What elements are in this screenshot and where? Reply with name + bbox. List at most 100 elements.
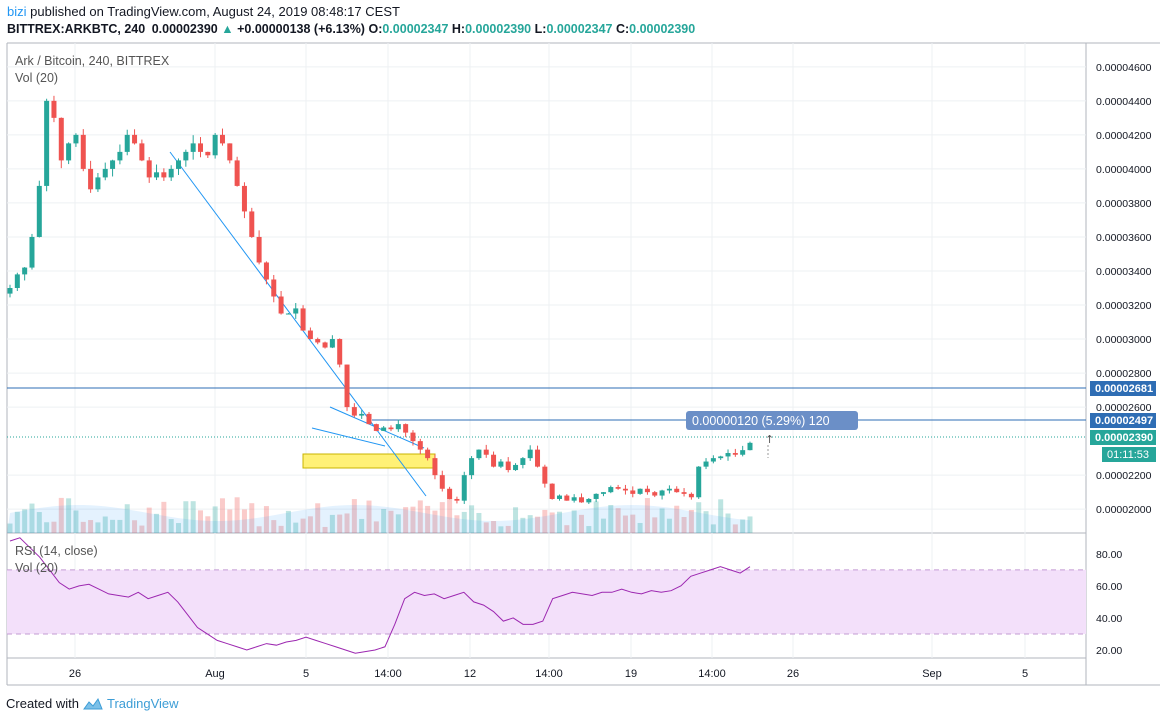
- volume-bar: [293, 522, 299, 533]
- candle-body: [315, 339, 321, 343]
- volume-bar: [132, 520, 138, 533]
- candle-body: [212, 134, 218, 156]
- candle-body: [29, 236, 35, 268]
- candle-body: [461, 475, 467, 501]
- volume-bar: [7, 523, 13, 533]
- candle-body: [146, 160, 152, 178]
- candle-body: [476, 449, 482, 459]
- volume-bar: [615, 508, 621, 533]
- volume-bar: [381, 508, 387, 533]
- candle-body: [80, 134, 86, 169]
- trend-line-lower[interactable]: [311, 427, 386, 447]
- candle-body: [425, 449, 431, 459]
- candle-body: [256, 236, 262, 263]
- price-tick-label: 0.00003000: [1096, 334, 1152, 346]
- time-tick-label: Sep: [922, 668, 942, 680]
- price-axis[interactable]: 0.00004600 0.00004400 0.00004200 0.00004000…: [1096, 62, 1152, 516]
- volume-bar: [571, 510, 577, 533]
- candle-body: [219, 134, 225, 144]
- candle-body: [666, 488, 672, 491]
- candle-body: [710, 458, 716, 462]
- candle-body: [410, 432, 416, 442]
- candle-body: [483, 449, 489, 455]
- candle-body: [564, 495, 570, 501]
- author-name[interactable]: bizi: [7, 4, 27, 19]
- volume-bar: [51, 521, 57, 533]
- main-pane-title: Ark / Bitcoin, 240, BITTREX: [15, 54, 170, 68]
- highlight-zone[interactable]: [302, 453, 436, 469]
- volume-bar: [110, 519, 116, 533]
- volume-bar: [88, 520, 94, 533]
- candle-body: [718, 456, 724, 459]
- time-axis[interactable]: 26 Aug 5 14:00 12 14:00 19 14:00 26 Sep 5: [69, 668, 1028, 680]
- candle-body: [329, 339, 335, 348]
- candle-body: [7, 288, 13, 294]
- candle-body: [622, 488, 628, 491]
- volume-bar: [271, 520, 277, 533]
- low-label: L:: [534, 22, 547, 36]
- candle-body: [469, 458, 475, 476]
- candle-body: [227, 143, 233, 161]
- volume-bar: [447, 497, 453, 533]
- volume-bar: [718, 499, 724, 533]
- candle-body: [249, 211, 255, 237]
- volume-bar: [256, 526, 262, 533]
- volume-bar: [351, 499, 357, 533]
- volume-bar: [373, 521, 379, 533]
- candle-body: [139, 143, 145, 161]
- rsi-axis[interactable]: 80.00 60.00 40.00 20.00: [1096, 549, 1122, 657]
- tradingview-brand[interactable]: TradingView: [106, 696, 179, 711]
- candle-body: [271, 279, 277, 297]
- volume-bar: [395, 514, 401, 533]
- candle-body: [241, 185, 247, 212]
- countdown-text: 01:11:53: [1107, 449, 1149, 461]
- volume-bar: [197, 510, 203, 533]
- trend-line-main[interactable]: [169, 151, 427, 497]
- arrow-marker-icon: ↑: [765, 433, 774, 446]
- price-badge-2: [1090, 413, 1156, 428]
- candle-body: [351, 407, 357, 416]
- volume-bar: [688, 509, 694, 533]
- candle-body: [637, 488, 643, 494]
- candle-body: [22, 267, 28, 275]
- candle-body: [322, 342, 328, 348]
- created-with-text: Created with: [6, 696, 79, 711]
- main-pane[interactable]: [7, 43, 1086, 533]
- volume-bar: [44, 522, 50, 533]
- volume-bar: [139, 525, 145, 533]
- candle-body: [571, 497, 577, 501]
- volume-bar: [241, 509, 247, 533]
- time-tick-label: 5: [1022, 668, 1028, 680]
- current-price-badge: [1090, 430, 1156, 445]
- current-price-text: 0.00002390: [1095, 432, 1153, 444]
- candle-body: [190, 143, 196, 152]
- volume-bar: [622, 515, 628, 533]
- candle-body: [652, 492, 658, 496]
- close-label: C:: [615, 22, 630, 36]
- measure-text: 0.00000120 (5.29%) 120: [692, 414, 830, 428]
- volume-bar: [73, 510, 79, 533]
- price-badge-1: [1090, 381, 1156, 396]
- time-tick-label: Aug: [205, 668, 225, 680]
- volume-bar: [29, 503, 35, 533]
- volume-bar: [696, 502, 702, 533]
- volume-bar: [117, 519, 123, 533]
- time-tick-label: 5: [303, 668, 309, 680]
- candle-body: [381, 427, 387, 431]
- candle-body: [586, 498, 592, 503]
- price-tick-label: 0.00004200: [1096, 130, 1152, 142]
- time-tick-label: 26: [69, 668, 81, 680]
- candle-body: [520, 458, 526, 465]
- candle-body: [439, 475, 445, 489]
- volume-bar: [483, 522, 489, 533]
- rsi-tick-label: 80.00: [1096, 549, 1122, 561]
- candle-body: [527, 449, 533, 459]
- candle-body: [205, 151, 211, 156]
- volume-bar: [14, 511, 20, 533]
- close-value: 0.00002390: [629, 22, 696, 36]
- volume-bar: [476, 512, 482, 533]
- rsi-line: [9, 537, 751, 654]
- measure-badge[interactable]: [686, 411, 858, 430]
- volume-bar: [66, 498, 72, 533]
